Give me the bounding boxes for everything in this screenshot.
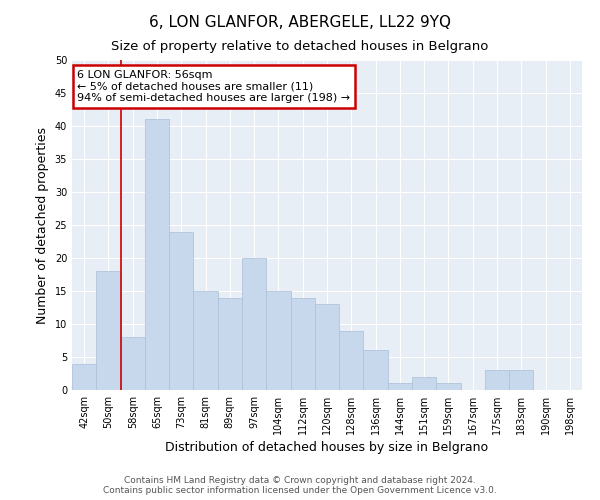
Bar [509,370,533,390]
X-axis label: Distribution of detached houses by size in Belgrano: Distribution of detached houses by size … [166,441,488,454]
Bar [412,377,436,390]
Bar [266,291,290,390]
Bar [388,384,412,390]
Bar [218,298,242,390]
Bar [169,232,193,390]
Bar [242,258,266,390]
Text: Size of property relative to detached houses in Belgrano: Size of property relative to detached ho… [112,40,488,53]
Text: 6 LON GLANFOR: 56sqm
← 5% of detached houses are smaller (11)
94% of semi-detach: 6 LON GLANFOR: 56sqm ← 5% of detached ho… [77,70,350,103]
Bar [193,291,218,390]
Bar [339,330,364,390]
Text: Contains HM Land Registry data © Crown copyright and database right 2024.
Contai: Contains HM Land Registry data © Crown c… [103,476,497,495]
Bar [436,384,461,390]
Bar [121,337,145,390]
Text: 6, LON GLANFOR, ABERGELE, LL22 9YQ: 6, LON GLANFOR, ABERGELE, LL22 9YQ [149,15,451,30]
Bar [72,364,96,390]
Y-axis label: Number of detached properties: Number of detached properties [36,126,49,324]
Bar [485,370,509,390]
Bar [145,120,169,390]
Bar [364,350,388,390]
Bar [290,298,315,390]
Bar [315,304,339,390]
Bar [96,271,121,390]
